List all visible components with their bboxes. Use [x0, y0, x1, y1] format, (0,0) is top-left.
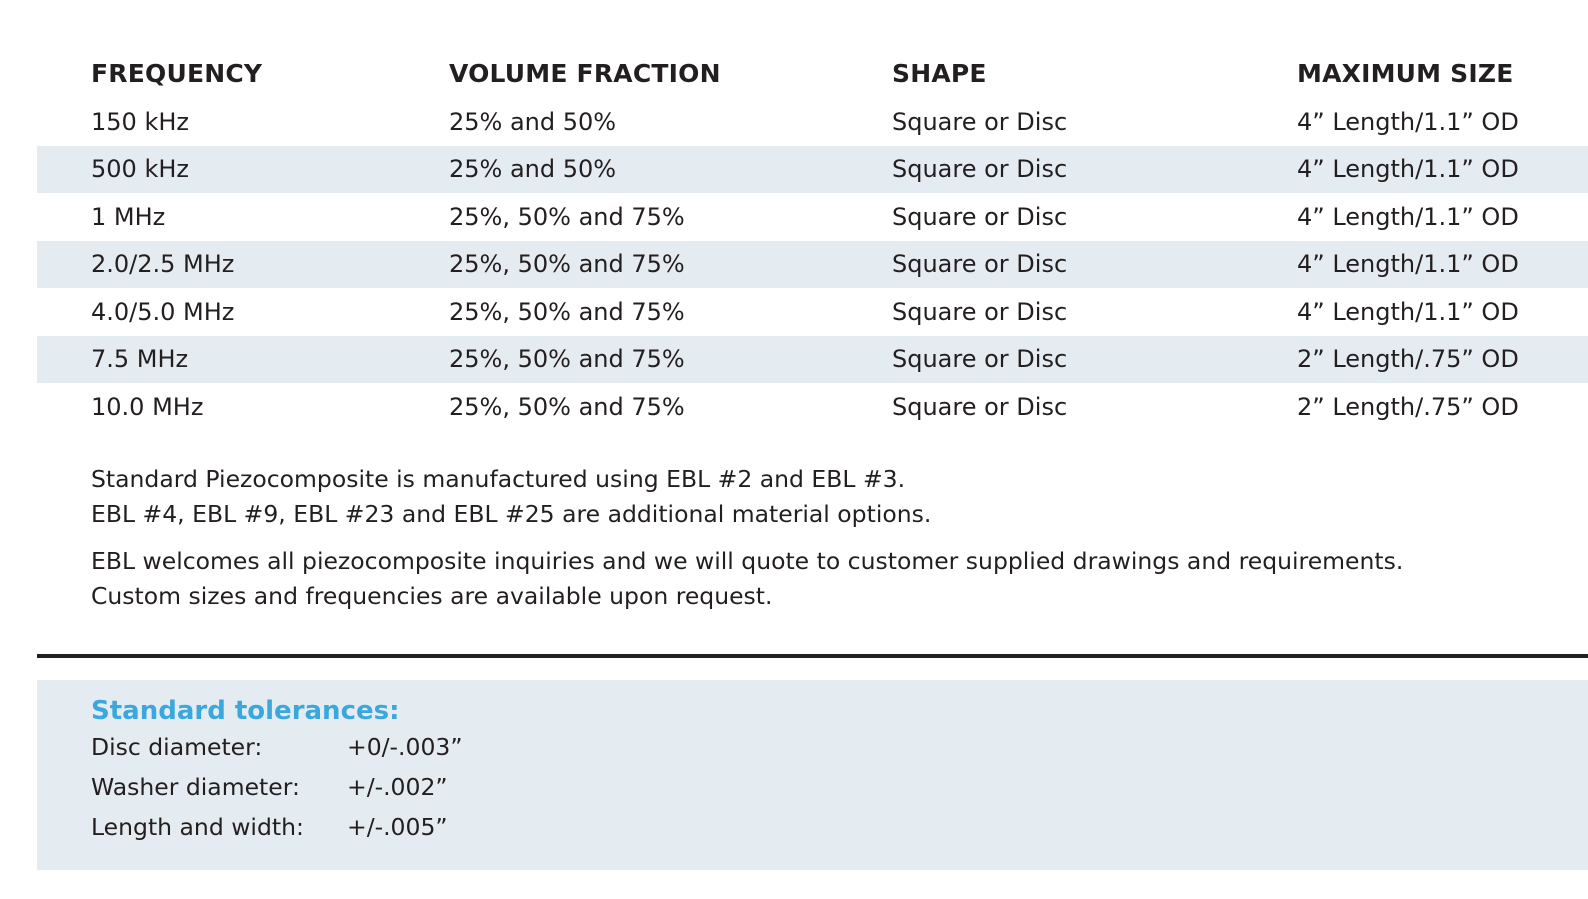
volume-fraction-cell: 25% and 50% — [449, 155, 617, 184]
shape-cell: Square or Disc — [892, 392, 1068, 421]
material-notes: Standard Piezocomposite is manufactured … — [91, 462, 1403, 614]
tolerance-row-length-width: Length and width: +/-.005” — [91, 813, 691, 847]
header-shape: SHAPE — [892, 58, 987, 88]
volume-fraction-cell: 25%, 50% and 75% — [449, 297, 685, 326]
table-row: 4.0/5.0 MHz 25%, 50% and 75% Square or D… — [37, 288, 1588, 336]
header-frequency: FREQUENCY — [91, 58, 263, 88]
tolerances-panel: Standard tolerances: Disc diameter: +0/-… — [37, 680, 1588, 870]
note-inquiries: EBL welcomes all piezocomposite inquirie… — [91, 547, 1404, 575]
frequency-cell: 10.0 MHz — [91, 392, 204, 421]
volume-fraction-cell: 25%, 50% and 75% — [449, 202, 685, 231]
tolerance-row-disc-diameter: Disc diameter: +0/-.003” — [91, 733, 691, 767]
tolerance-value: +0/-.003” — [347, 733, 463, 761]
shape-cell: Square or Disc — [892, 155, 1068, 184]
volume-fraction-cell: 25%, 50% and 75% — [449, 392, 685, 421]
frequency-cell: 4.0/5.0 MHz — [91, 297, 235, 326]
header-maximum-size: MAXIMUM SIZE — [1297, 58, 1514, 88]
frequency-cell: 1 MHz — [91, 202, 166, 231]
volume-fraction-cell: 25% and 50% — [449, 107, 617, 136]
maximum-size-cell: 4” Length/1.1” OD — [1297, 107, 1519, 136]
volume-fraction-cell: 25%, 50% and 75% — [449, 345, 685, 374]
tolerance-label: Washer diameter: — [91, 773, 300, 801]
specifications-table: FREQUENCY VOLUME FRACTION SHAPE MAXIMUM … — [37, 48, 1588, 431]
tolerance-label: Length and width: — [91, 813, 304, 841]
note-standard-materials: Standard Piezocomposite is manufactured … — [91, 465, 906, 493]
shape-cell: Square or Disc — [892, 297, 1068, 326]
frequency-cell: 500 kHz — [91, 155, 189, 184]
header-volume-fraction: VOLUME FRACTION — [449, 58, 721, 88]
maximum-size-cell: 4” Length/1.1” OD — [1297, 202, 1519, 231]
section-divider — [37, 654, 1588, 658]
maximum-size-cell: 2” Length/.75” OD — [1297, 345, 1519, 374]
tolerance-value: +/-.005” — [347, 813, 448, 841]
note-custom-sizes: Custom sizes and frequencies are availab… — [91, 582, 773, 610]
note-additional-materials: EBL #4, EBL #9, EBL #23 and EBL #25 are … — [91, 500, 932, 528]
table-row: 150 kHz 25% and 50% Square or Disc 4” Le… — [37, 98, 1588, 146]
maximum-size-cell: 2” Length/.75” OD — [1297, 392, 1519, 421]
frequency-cell: 7.5 MHz — [91, 345, 189, 374]
table-header-row: FREQUENCY VOLUME FRACTION SHAPE MAXIMUM … — [37, 48, 1588, 98]
shape-cell: Square or Disc — [892, 107, 1068, 136]
table-row: 500 kHz 25% and 50% Square or Disc 4” Le… — [37, 145, 1588, 193]
table-row: 7.5 MHz 25%, 50% and 75% Square or Disc … — [37, 335, 1588, 383]
tolerance-value: +/-.002” — [347, 773, 448, 801]
frequency-cell: 2.0/2.5 MHz — [91, 250, 235, 279]
shape-cell: Square or Disc — [892, 202, 1068, 231]
table-row: 1 MHz 25%, 50% and 75% Square or Disc 4”… — [37, 193, 1588, 241]
shape-cell: Square or Disc — [892, 250, 1068, 279]
maximum-size-cell: 4” Length/1.1” OD — [1297, 250, 1519, 279]
tolerances-title: Standard tolerances: — [91, 696, 400, 726]
table-row: 10.0 MHz 25%, 50% and 75% Square or Disc… — [37, 383, 1588, 431]
maximum-size-cell: 4” Length/1.1” OD — [1297, 155, 1519, 184]
volume-fraction-cell: 25%, 50% and 75% — [449, 250, 685, 279]
frequency-cell: 150 kHz — [91, 107, 189, 136]
tolerance-label: Disc diameter: — [91, 733, 263, 761]
tolerance-row-washer-diameter: Washer diameter: +/-.002” — [91, 773, 691, 807]
maximum-size-cell: 4” Length/1.1” OD — [1297, 297, 1519, 326]
shape-cell: Square or Disc — [892, 345, 1068, 374]
table-row: 2.0/2.5 MHz 25%, 50% and 75% Square or D… — [37, 240, 1588, 288]
